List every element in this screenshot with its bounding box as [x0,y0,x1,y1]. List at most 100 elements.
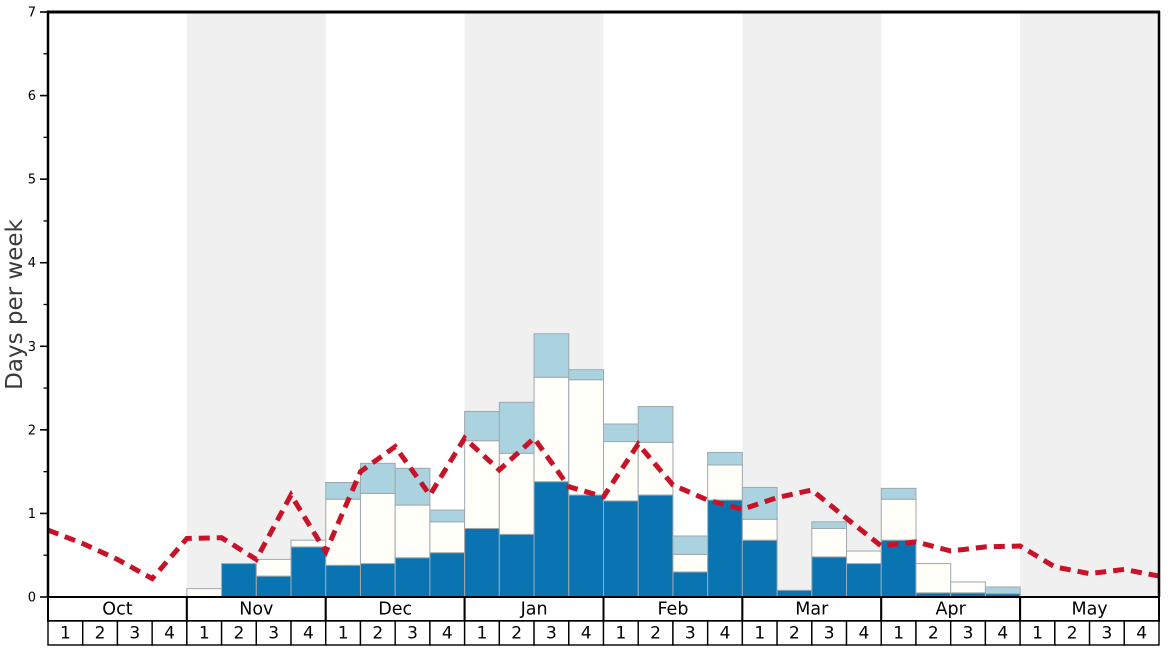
week-number-label: 1 [477,624,488,644]
week-cell [1088,620,1125,646]
week-number-label: 1 [615,624,626,644]
bar-white-segment-Jan-4 [568,379,605,496]
bar-light-blue-segment-Jan-3 [533,333,570,378]
month-shade-band-may [1020,12,1159,597]
bar-dark-blue-segment-Jan-1 [464,527,500,598]
bar-dark-blue-segment-Dec-2 [359,563,396,598]
bar-white-segment-Jan-1 [464,440,500,529]
week-number-label: 4 [858,624,869,644]
bar-white-segment-Dec-2 [359,492,396,565]
bar-dark-blue-segment-Jan-3 [533,481,570,598]
bar-dark-blue-segment-Mar-2 [776,589,813,598]
week-number-label: 3 [268,624,279,644]
month-label: Nov [239,600,273,620]
bar-white-segment-Feb-3 [672,553,709,573]
week-cell [776,620,813,646]
y-tick-label: 3 [28,340,36,355]
bar-light-blue-segment-Feb-3 [672,535,709,555]
y-tick-label: 2 [28,423,36,438]
week-number-label: 2 [1067,624,1078,644]
bar-dark-blue-segment-Feb-2 [637,494,674,598]
bar-white-segment-Nov-4 [290,539,327,548]
bar-dark-blue-segment-Mar-1 [741,539,778,598]
week-number-label: 2 [650,624,661,644]
bar-white-segment-Apr-1 [880,498,917,541]
week-number-label: 2 [372,624,383,644]
week-number-label: 3 [546,624,557,644]
week-cell [984,620,1021,646]
week-cell [325,620,362,646]
week-cell [568,620,605,646]
week-number-label: 2 [511,624,522,644]
week-number-label: 3 [1102,624,1113,644]
bar-dark-blue-segment-Dec-3 [394,557,431,598]
week-cell [359,620,396,646]
y-tick-label: 6 [28,89,36,104]
bar-dark-blue-segment-Jan-2 [498,533,535,598]
week-cell [151,620,188,646]
bar-light-blue-segment-Feb-4 [707,451,743,466]
bar-light-blue-segment-Apr-1 [880,487,917,500]
bar-light-blue-segment-Dec-4 [429,509,466,523]
bar-dark-blue-segment-Mar-4 [846,563,882,598]
bar-light-blue-segment-Apr-4 [984,586,1021,595]
y-tick-label: 1 [28,507,36,522]
week-number-label: 3 [963,624,974,644]
bar-white-segment-Nov-3 [255,558,292,577]
week-number-label: 2 [234,624,245,644]
bar-white-segment-Mar-1 [741,518,778,541]
week-number-label: 4 [581,624,592,644]
month-shade-band-nov [186,12,326,597]
bar-white-segment-Apr-2 [915,563,952,594]
week-cell [533,620,570,646]
bar-light-blue-segment-Feb-2 [637,405,674,443]
bar-white-segment-Apr-3 [950,581,986,594]
week-number-label: 1 [1032,624,1043,644]
month-label: Feb [657,600,688,620]
bar-dark-blue-segment-Dec-4 [429,552,466,598]
week-number-label: 1 [60,624,71,644]
bar-dark-blue-segment-Nov-2 [221,563,257,598]
bar-white-segment-Mar-3 [811,527,848,558]
week-number-label: 3 [824,624,835,644]
bar-white-segment-Mar-4 [846,550,882,565]
bar-dark-blue-segment-Feb-3 [672,571,709,598]
bar-white-segment-Feb-4 [707,464,743,501]
week-number-label: 3 [407,624,418,644]
bar-dark-blue-segment-Apr-1 [880,539,917,598]
week-number-label: 1 [338,624,349,644]
bar-white-segment-Dec-1 [325,498,361,566]
month-label: Apr [936,600,967,620]
week-number-label: 3 [129,624,140,644]
y-tick-label: 4 [28,256,36,271]
bar-dark-blue-segment-Nov-3 [255,575,292,598]
month-label: Mar [795,600,829,620]
month-label: Oct [102,600,132,620]
bar-light-blue-segment-Jan-1 [464,410,500,442]
week-number-label: 2 [928,624,939,644]
week-number-label: 1 [754,624,765,644]
week-number-label: 4 [442,624,453,644]
week-cell [463,620,501,646]
y-tick-label: 0 [28,591,36,606]
week-number-label: 4 [164,624,175,644]
week-number-label: 4 [303,624,314,644]
week-number-label: 4 [1136,624,1147,644]
week-cell [1123,620,1160,646]
red-dashed-trend-line [47,434,1160,582]
y-tick-label: 7 [28,6,36,21]
month-cell-may [1019,596,1160,622]
y-tick-label: 5 [28,173,36,188]
week-cell [602,620,639,646]
week-cell [637,620,674,646]
bar-dark-blue-segment-Feb-1 [603,500,639,598]
bar-light-blue-segment-Mar-1 [741,487,778,520]
month-cell-feb [602,596,744,622]
month-label: Dec [378,600,412,620]
week-cell [915,620,952,646]
week-cell [255,620,292,646]
week-number-label: 2 [789,624,800,644]
bar-light-blue-segment-Feb-1 [603,423,639,443]
week-number-label: 2 [95,624,106,644]
